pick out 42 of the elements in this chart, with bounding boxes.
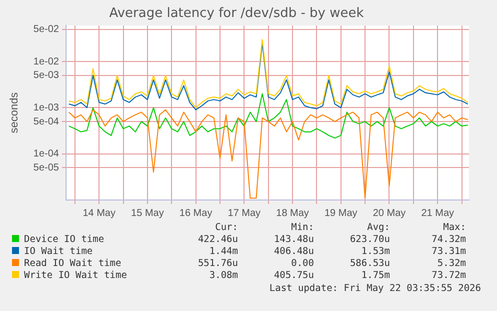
text: 143.48u — [272, 234, 314, 246]
text: 1.75m — [360, 270, 390, 282]
text: Avg: — [366, 222, 390, 234]
y-tick-label: 5e-02 — [33, 24, 60, 36]
x-tick-label: 19 May — [324, 208, 358, 219]
y-axis-title: seconds — [8, 92, 21, 134]
y-tick-label: 1e-03 — [33, 102, 60, 114]
legend-label: Device IO time — [23, 234, 106, 246]
text: 422.46u — [196, 234, 238, 246]
text: 586.53u — [348, 258, 390, 270]
x-tick-label: 15 May — [131, 208, 164, 219]
y-tick-label: 1e-04 — [33, 148, 60, 160]
text: 551.76u — [196, 258, 238, 270]
chart-title: Average latency for /dev/sdb - by week — [109, 6, 364, 22]
y-tick-label: 1e-02 — [33, 56, 60, 68]
text: Max: — [442, 222, 466, 234]
x-tick-label: 17 May — [228, 208, 261, 219]
x-tick-label: 16 May — [179, 208, 212, 219]
x-tick-label: 14 May — [82, 208, 116, 219]
text: 5.32m — [436, 258, 466, 270]
y-tick-label: 5e-04 — [33, 116, 60, 128]
text: 73.31m — [430, 246, 466, 258]
text: 406.48u — [272, 246, 314, 258]
text: 623.70u — [348, 234, 390, 246]
x-tick-label: 18 May — [276, 208, 309, 219]
legend-label: IO Wait time — [23, 246, 94, 258]
y-tick-label: 5e-03 — [33, 70, 60, 82]
text: 74.32m — [430, 234, 466, 246]
text: 0.00 — [290, 258, 314, 270]
legend-label: Read IO Wait time — [23, 258, 122, 270]
text: Last update: Fri May 22 03:35:55 2026 — [269, 283, 481, 294]
text: 1.53m — [360, 246, 390, 258]
y-tick-label: 5e-05 — [33, 162, 60, 174]
text: 3.08m — [208, 270, 238, 282]
text: 73.72m — [430, 270, 466, 282]
x-tick-label: 21 May — [421, 208, 454, 219]
text: Cur: — [214, 222, 238, 234]
x-tick-label: 20 May — [372, 208, 406, 219]
text: Min: — [290, 222, 314, 234]
legend-label: Write IO Wait time — [23, 270, 128, 282]
text: 405.75u — [272, 270, 314, 282]
text: 1.44m — [208, 246, 238, 258]
